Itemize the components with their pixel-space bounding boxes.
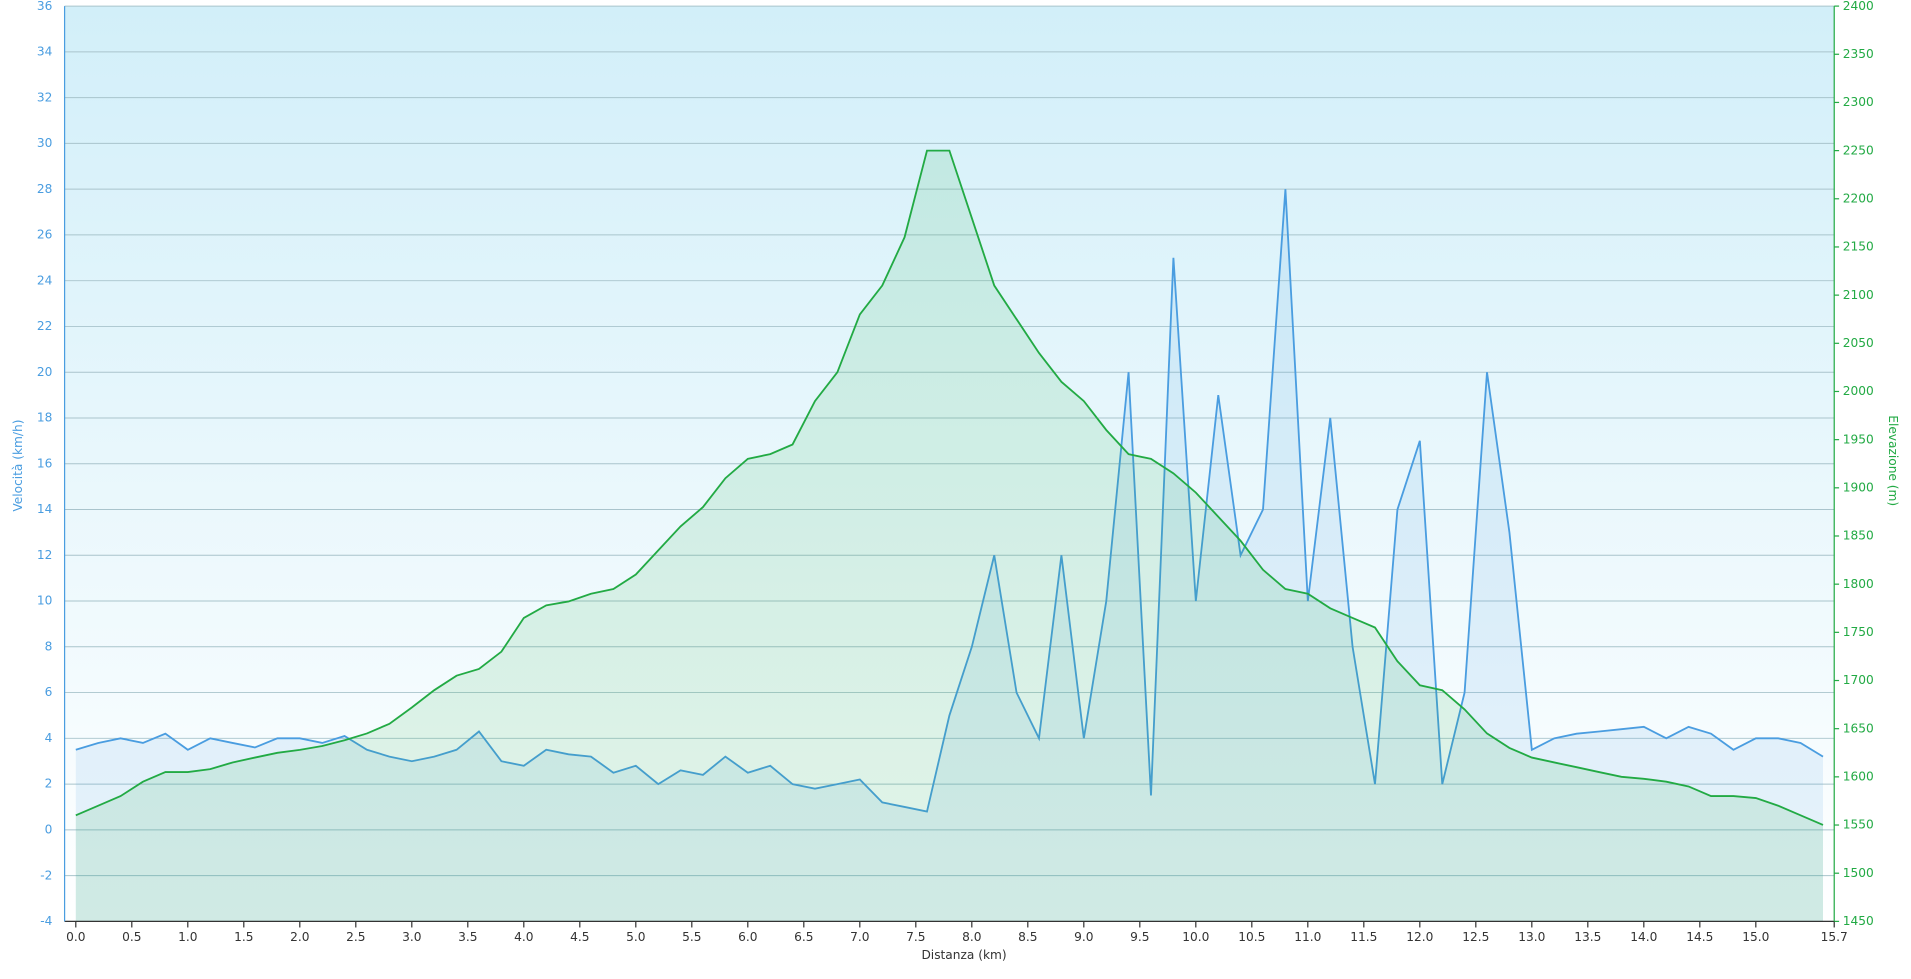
y2-axis-title: Elevazione (m): [1886, 415, 1900, 506]
x-tick-label: 4.0: [514, 930, 533, 944]
x-tick-label: 4.5: [570, 930, 589, 944]
y2-tick-label: 2150: [1843, 240, 1874, 254]
y2-tick-label: 2100: [1843, 288, 1874, 302]
y-tick-label: 32: [37, 90, 53, 104]
x-tick-label: 12.5: [1462, 930, 1489, 944]
y2-tick-label: 2250: [1843, 143, 1874, 157]
x-tick-label: 11.5: [1350, 930, 1377, 944]
x-tick-label: 6.0: [738, 930, 757, 944]
y-tick-label: 8: [45, 639, 53, 653]
x-tick-label: 7.5: [906, 930, 925, 944]
x-tick-label: 6.5: [794, 930, 813, 944]
series-line: [75, 189, 1824, 813]
y2-tick-label: 1900: [1843, 480, 1874, 494]
y2-tick-label: 2400: [1843, 0, 1874, 13]
y-tick-label: 14: [37, 502, 53, 516]
x-tick-label: 14.5: [1686, 930, 1713, 944]
y2-tick-label: 2200: [1843, 191, 1874, 205]
y-tick-label: 6: [45, 685, 53, 699]
y2-tick-label: 1800: [1843, 577, 1874, 591]
y2-tick-label: 1500: [1843, 866, 1874, 880]
y-tick-label: 2: [45, 777, 53, 791]
x-tick-label: 10.0: [1182, 930, 1209, 944]
y-tick-label: 28: [37, 182, 53, 196]
x-tick-label: 9.0: [1074, 930, 1093, 944]
x-tick-label: 11.0: [1294, 930, 1321, 944]
y2-tick-label: 1550: [1843, 818, 1874, 832]
x-tick-label: 13.0: [1518, 930, 1545, 944]
area-fill: [75, 150, 1824, 922]
y2-tick-label: 1450: [1843, 914, 1874, 928]
y2-tick-label: 1850: [1843, 529, 1874, 543]
x-tick-label: 1.5: [234, 930, 253, 944]
x-tick-label: 0.0: [66, 930, 85, 944]
series-line: [75, 149, 1824, 826]
y-tick-label: -2: [40, 868, 52, 882]
y-tick-label: 16: [37, 456, 53, 470]
y2-tick-label: 1750: [1843, 625, 1874, 639]
x-tick-label: 5.5: [682, 930, 701, 944]
x-tick-label: 3.5: [458, 930, 477, 944]
x-tick-label: 2.5: [346, 930, 365, 944]
y-axis-title: Velocità (km/h): [11, 420, 25, 512]
x-tick-label: 0.5: [122, 930, 141, 944]
y2-tick-label: 1650: [1843, 721, 1874, 735]
y-tick-label: 12: [37, 548, 53, 562]
y2-tick-label: 2050: [1843, 336, 1874, 350]
y-tick-label: 10: [37, 594, 53, 608]
x-tick-label: 2.0: [290, 930, 309, 944]
x-tick-label: 3.0: [402, 930, 421, 944]
x-tick-label: 13.5: [1574, 930, 1601, 944]
x-tick-label: 9.5: [1130, 930, 1149, 944]
y-tick-label: 30: [37, 136, 53, 150]
y-tick-label: 20: [37, 365, 53, 379]
x-tick-label: 12.0: [1406, 930, 1433, 944]
area-fill: [75, 189, 1824, 922]
y-tick-label: 36: [37, 0, 53, 13]
y2-tick-label: 2350: [1843, 47, 1874, 61]
x-tick-label: 1.0: [178, 930, 197, 944]
y-tick-label: 22: [37, 319, 53, 333]
y2-tick-label: 1950: [1843, 432, 1874, 446]
x-axis-title: Distanza (km): [921, 948, 1006, 962]
y-tick-label: 0: [45, 823, 53, 837]
y2-tick-label: 1600: [1843, 770, 1874, 784]
x-tick-label: 10.5: [1238, 930, 1265, 944]
y-tick-label: 26: [37, 228, 53, 242]
y-tick-label: -4: [40, 914, 52, 928]
x-tick-label: 14.0: [1630, 930, 1657, 944]
x-tick-label: 7.0: [850, 930, 869, 944]
y-tick-label: 24: [37, 273, 53, 287]
y2-tick-label: 1700: [1843, 673, 1874, 687]
x-tick-label: 15.0: [1742, 930, 1769, 944]
x-tick-label: 5.0: [626, 930, 645, 944]
y-tick-label: 18: [37, 411, 53, 425]
y2-tick-label: 2300: [1843, 95, 1874, 109]
y-tick-label: 4: [45, 731, 53, 745]
y-tick-label: 34: [37, 45, 53, 59]
x-tick-label: 15.7: [1821, 930, 1848, 944]
x-tick-label: 8.0: [962, 930, 981, 944]
y2-tick-label: 2000: [1843, 384, 1874, 398]
x-tick-label: 8.5: [1018, 930, 1037, 944]
